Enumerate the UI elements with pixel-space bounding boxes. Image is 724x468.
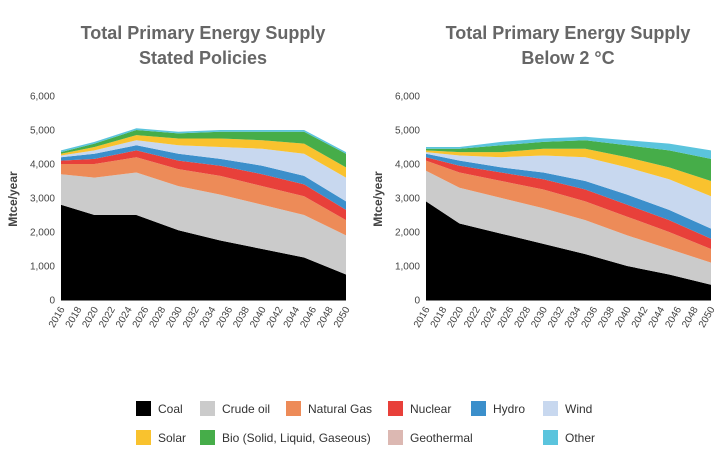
y-tick-label: 0 <box>49 296 55 307</box>
legend-label: Solar <box>158 431 186 445</box>
chart-subtitle: Stated Policies <box>139 48 267 68</box>
legend-label: Bio (Solid, Liquid, Gaseous) <box>222 431 371 445</box>
legend-label: Geothermal <box>410 431 473 445</box>
legend-swatch <box>200 401 215 416</box>
area-nuclear <box>426 157 711 249</box>
plot-area: 01,0002,0003,0004,0005,0006,000201620182… <box>30 92 353 330</box>
x-tick-label: 2048 <box>680 305 701 330</box>
legend-swatch <box>543 401 558 416</box>
x-tick-label: 2036 <box>580 305 601 330</box>
legend-item-other: Other <box>543 430 595 445</box>
y-tick-label: 4,000 <box>30 160 55 171</box>
chart-title: Total Primary Energy Supply <box>446 23 691 43</box>
legend-swatch <box>136 401 151 416</box>
legend-item-crude-oil: Crude oil <box>200 401 270 416</box>
y-tick-label: 5,000 <box>30 126 55 137</box>
area-hydro <box>61 145 346 210</box>
x-tick-label: 2020 <box>80 305 101 330</box>
chart-panel-stated-policies: Total Primary Energy Supply Stated Polic… <box>6 23 353 330</box>
legend-item-bio-solid-liquid-gaseous: Bio (Solid, Liquid, Gaseous) <box>200 430 371 445</box>
x-tick-label: 2050 <box>332 305 353 330</box>
x-tick-label: 2032 <box>546 305 567 330</box>
y-tick-label: 0 <box>414 296 420 307</box>
y-axis-label: Mtce/year <box>6 171 20 227</box>
x-tick-label: 2022 <box>97 305 118 330</box>
y-tick-label: 6,000 <box>395 92 420 103</box>
area-wind <box>426 152 711 229</box>
x-tick-label: 2038 <box>596 305 617 330</box>
area-crude-oil <box>426 170 711 285</box>
legend-item-coal: Coal <box>136 401 183 416</box>
plot-area: 01,0002,0003,0004,0005,0006,000201620182… <box>395 92 718 330</box>
x-tick-label: 2042 <box>265 305 286 330</box>
x-tick-label: 2028 <box>513 305 534 330</box>
area-wind <box>61 140 346 202</box>
area-hydro <box>426 153 711 239</box>
legend-item-nuclear: Nuclear <box>388 401 451 416</box>
chart-panel-below-2c: Total Primary Energy Supply Below 2 °C M… <box>371 23 718 330</box>
area-solar <box>61 135 346 178</box>
x-tick-label: 2048 <box>315 305 336 330</box>
y-tick-label: 3,000 <box>395 194 420 205</box>
area-bio-solid-liquid-gaseous <box>61 130 346 168</box>
x-tick-label: 2044 <box>647 305 668 330</box>
chart-subtitle: Below 2 °C <box>521 48 614 68</box>
legend-label: Coal <box>158 402 183 416</box>
x-tick-label: 2016 <box>47 305 68 330</box>
legend-item-wind: Wind <box>543 401 592 416</box>
x-tick-label: 2026 <box>496 305 517 330</box>
y-axis-label: Mtce/year <box>371 171 385 227</box>
legend-item-solar: Solar <box>136 430 186 445</box>
x-tick-label: 2044 <box>282 305 303 330</box>
x-tick-label: 2028 <box>148 305 169 330</box>
chart-title: Total Primary Energy Supply <box>81 23 326 43</box>
legend-swatch <box>286 401 301 416</box>
y-tick-label: 2,000 <box>395 228 420 239</box>
legend-label: Other <box>565 431 595 445</box>
legend-item-geothermal: Geothermal <box>388 430 473 445</box>
area-nuclear <box>61 150 346 221</box>
x-tick-label: 2026 <box>131 305 152 330</box>
legend-swatch <box>388 430 403 445</box>
area-solar <box>426 148 711 197</box>
legend-swatch <box>136 430 151 445</box>
legend-item-hydro: Hydro <box>471 401 525 416</box>
legend-swatch <box>200 430 215 445</box>
legend-label: Hydro <box>493 402 525 416</box>
area-coal <box>426 201 711 300</box>
y-tick-label: 5,000 <box>395 126 420 137</box>
y-tick-label: 6,000 <box>30 92 55 103</box>
area-crude-oil <box>61 172 346 275</box>
area-other <box>426 136 711 159</box>
x-tick-label: 2050 <box>697 305 718 330</box>
x-tick-label: 2020 <box>445 305 466 330</box>
x-tick-label: 2036 <box>215 305 236 330</box>
legend-swatch <box>471 401 486 416</box>
y-tick-label: 2,000 <box>30 228 55 239</box>
legend-swatch <box>543 430 558 445</box>
legend-label: Nuclear <box>410 402 451 416</box>
area-coal <box>61 204 346 300</box>
legend: Coal Crude oil Natural Gas Nuclear Hydro Wind… <box>136 401 595 445</box>
area-natural-gas <box>426 160 711 263</box>
y-tick-label: 1,000 <box>30 262 55 273</box>
legend-label: Natural Gas <box>308 402 372 416</box>
area-natural-gas <box>61 157 346 236</box>
x-tick-label: 2022 <box>462 305 483 330</box>
y-tick-label: 3,000 <box>30 194 55 205</box>
legend-swatch <box>388 401 403 416</box>
legend-label: Wind <box>565 402 592 416</box>
legend-item-natural-gas: Natural Gas <box>286 401 372 416</box>
x-tick-label: 2032 <box>181 305 202 330</box>
y-tick-label: 1,000 <box>395 262 420 273</box>
x-tick-label: 2038 <box>231 305 252 330</box>
x-tick-label: 2042 <box>630 305 651 330</box>
area-bio-solid-liquid-gaseous <box>426 140 711 181</box>
legend-label: Crude oil <box>222 402 270 416</box>
y-tick-label: 4,000 <box>395 160 420 171</box>
x-tick-label: 2016 <box>412 305 433 330</box>
